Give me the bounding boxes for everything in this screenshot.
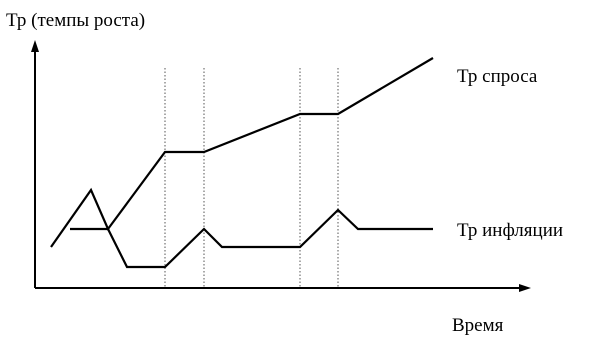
y-axis-arrow <box>31 40 39 52</box>
y-axis-label: Тр (темпы роста) <box>6 10 145 31</box>
x-axis-label: Время <box>452 315 504 336</box>
series-layer <box>50 57 434 269</box>
series-label-demand: Тр инфляции <box>457 220 563 241</box>
series-label-inflation: Тр спроса <box>457 66 538 87</box>
axes <box>31 40 531 292</box>
series-line-demand <box>70 208 433 269</box>
series-line-inflation <box>50 57 434 248</box>
vertical-guide-lines <box>164 68 339 288</box>
x-axis-arrow <box>519 284 531 292</box>
